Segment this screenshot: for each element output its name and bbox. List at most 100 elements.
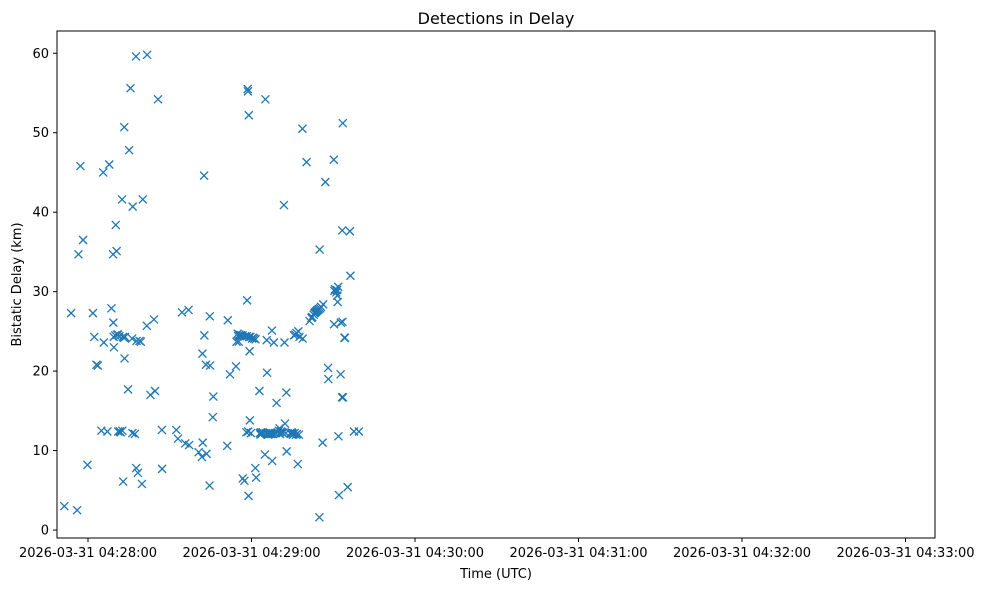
y-tick-label: 30 <box>32 285 49 300</box>
data-point <box>245 346 255 356</box>
data-point <box>333 297 343 307</box>
data-point <box>131 51 141 61</box>
data-point <box>246 428 256 438</box>
data-point <box>250 463 260 473</box>
data-point <box>199 330 209 340</box>
data-point <box>281 388 291 398</box>
data-point <box>231 361 241 371</box>
data-point <box>78 235 88 245</box>
data-point <box>331 287 341 297</box>
data-point <box>280 419 290 429</box>
data-point <box>242 295 252 305</box>
data-point <box>202 449 211 459</box>
x-tick-label: 2026-03-31 04:32:00 <box>673 546 811 561</box>
data-point <box>278 428 288 438</box>
data-point <box>343 482 353 492</box>
data-point <box>111 220 121 230</box>
data-point <box>251 473 261 483</box>
data-point <box>75 161 85 171</box>
chart-title: Detections in Delay <box>418 9 575 28</box>
data-point <box>171 425 181 435</box>
data-point <box>338 118 348 128</box>
data-point <box>184 440 194 450</box>
data-point <box>199 171 209 181</box>
data-point <box>262 335 272 345</box>
data-point <box>197 452 207 462</box>
data-point <box>150 386 160 396</box>
data-point <box>302 157 312 167</box>
data-point <box>336 369 346 379</box>
data-point <box>282 446 292 456</box>
data-point <box>106 303 116 313</box>
data-point <box>223 315 233 325</box>
data-point <box>267 429 277 439</box>
data-point <box>93 361 103 371</box>
data-point <box>222 441 232 451</box>
data-point <box>128 202 138 212</box>
data-point <box>245 415 255 425</box>
data-point <box>318 299 328 309</box>
data-point <box>269 338 279 347</box>
data-point <box>333 282 343 292</box>
data-point <box>297 124 307 134</box>
data-point <box>234 337 244 347</box>
data-point <box>157 425 167 435</box>
data-point <box>197 349 207 359</box>
data-point <box>315 245 325 254</box>
y-axis-label: Bistatic Delay (km) <box>10 222 25 346</box>
data-point <box>99 338 109 347</box>
data-point <box>137 479 147 489</box>
data-point <box>354 427 364 436</box>
data-point <box>198 438 208 448</box>
data-point <box>340 333 350 343</box>
data-point <box>205 481 214 491</box>
y-tick-label: 40 <box>32 206 49 221</box>
y-axis: 0 10 20 30 40 50 60 <box>32 47 57 539</box>
data-point <box>337 392 347 402</box>
data-point <box>108 318 118 328</box>
data-point <box>194 447 204 457</box>
data-point <box>239 476 249 486</box>
data-point <box>138 195 148 204</box>
data-point <box>89 332 99 342</box>
data-point <box>280 338 289 347</box>
data-point <box>323 363 333 373</box>
data-point <box>293 459 303 469</box>
data-point <box>66 308 76 318</box>
data-point <box>272 398 282 408</box>
data-point <box>267 456 277 466</box>
data-point <box>333 431 343 441</box>
y-tick-label: 0 <box>41 524 49 539</box>
data-point <box>320 177 330 187</box>
x-tick-label: 2026-03-31 04:30:00 <box>346 546 484 561</box>
data-point <box>314 512 324 522</box>
y-tick-label: 10 <box>32 444 49 459</box>
data-point <box>142 321 152 331</box>
data-point <box>98 167 108 177</box>
x-axis: 2026-03-31 04:28:00 2026-03-31 04:29:00 20… <box>19 538 975 561</box>
data-point <box>260 450 270 460</box>
data-point <box>251 334 261 344</box>
data-point <box>345 271 355 281</box>
x-tick-label: 2026-03-31 04:31:00 <box>509 546 647 561</box>
data-point <box>279 200 289 210</box>
data-point <box>208 412 218 422</box>
data-point <box>109 342 119 352</box>
data-point <box>244 110 254 120</box>
data-point <box>323 374 333 384</box>
x-tick-label: 2026-03-31 04:29:00 <box>182 546 320 561</box>
data-point <box>334 490 344 500</box>
data-point <box>130 429 140 439</box>
data-point <box>338 392 348 402</box>
data-point <box>82 460 92 470</box>
x-axis-label: Time (UTC) <box>459 567 532 582</box>
data-point <box>157 464 167 474</box>
data-point <box>177 307 187 317</box>
data-point <box>267 326 277 336</box>
data-point <box>127 334 137 343</box>
y-tick-label: 20 <box>32 365 49 380</box>
data-point <box>117 426 127 436</box>
data-point <box>126 83 135 93</box>
data-point <box>119 122 129 132</box>
data-point <box>88 308 98 318</box>
